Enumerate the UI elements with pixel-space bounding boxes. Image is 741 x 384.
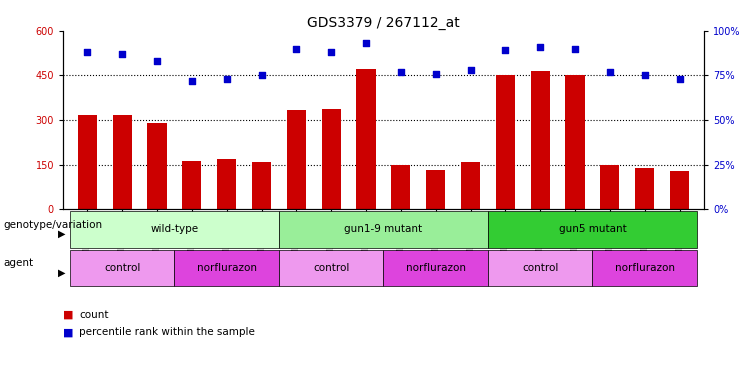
Point <box>186 78 198 84</box>
Bar <box>391 165 411 209</box>
Bar <box>600 165 619 209</box>
Point <box>82 49 93 55</box>
Bar <box>531 71 550 209</box>
Text: ▶: ▶ <box>58 229 65 239</box>
Bar <box>113 115 132 209</box>
Title: GDS3379 / 267112_at: GDS3379 / 267112_at <box>307 16 460 30</box>
Point <box>430 71 442 77</box>
Point <box>325 49 337 55</box>
Point <box>360 40 372 46</box>
Point <box>151 58 163 64</box>
Bar <box>670 171 689 209</box>
Bar <box>252 162 271 209</box>
Text: count: count <box>79 310 109 320</box>
Text: norflurazon: norflurazon <box>196 263 256 273</box>
Bar <box>461 162 480 209</box>
Point <box>674 76 685 82</box>
Text: control: control <box>522 263 559 273</box>
Text: control: control <box>313 263 350 273</box>
Text: control: control <box>104 263 140 273</box>
Bar <box>635 168 654 209</box>
Text: norflurazon: norflurazon <box>406 263 466 273</box>
Point <box>639 72 651 78</box>
Text: gun5 mutant: gun5 mutant <box>559 224 626 235</box>
Text: gun1-9 mutant: gun1-9 mutant <box>345 224 422 235</box>
Text: ■: ■ <box>63 310 73 320</box>
Bar <box>426 170 445 209</box>
Point <box>499 47 511 53</box>
Text: percentile rank within the sample: percentile rank within the sample <box>79 327 255 337</box>
Bar <box>322 109 341 209</box>
Bar <box>496 75 515 209</box>
Text: genotype/variation: genotype/variation <box>4 220 103 230</box>
Bar <box>147 123 167 209</box>
Point <box>534 44 546 50</box>
Point <box>116 51 128 57</box>
Text: agent: agent <box>4 258 34 268</box>
Bar <box>356 70 376 209</box>
Bar <box>217 159 236 209</box>
Point <box>604 69 616 75</box>
Bar <box>565 75 585 209</box>
Point <box>290 46 302 52</box>
Text: ▶: ▶ <box>58 267 65 278</box>
Bar <box>78 115 97 209</box>
Text: wild-type: wild-type <box>150 224 199 235</box>
Point <box>465 67 476 73</box>
Point <box>569 46 581 52</box>
Bar <box>182 161 202 209</box>
Point <box>221 76 233 82</box>
Point <box>395 69 407 75</box>
Point <box>256 72 268 78</box>
Bar <box>287 109 306 209</box>
Text: norflurazon: norflurazon <box>615 263 675 273</box>
Text: ■: ■ <box>63 327 73 337</box>
